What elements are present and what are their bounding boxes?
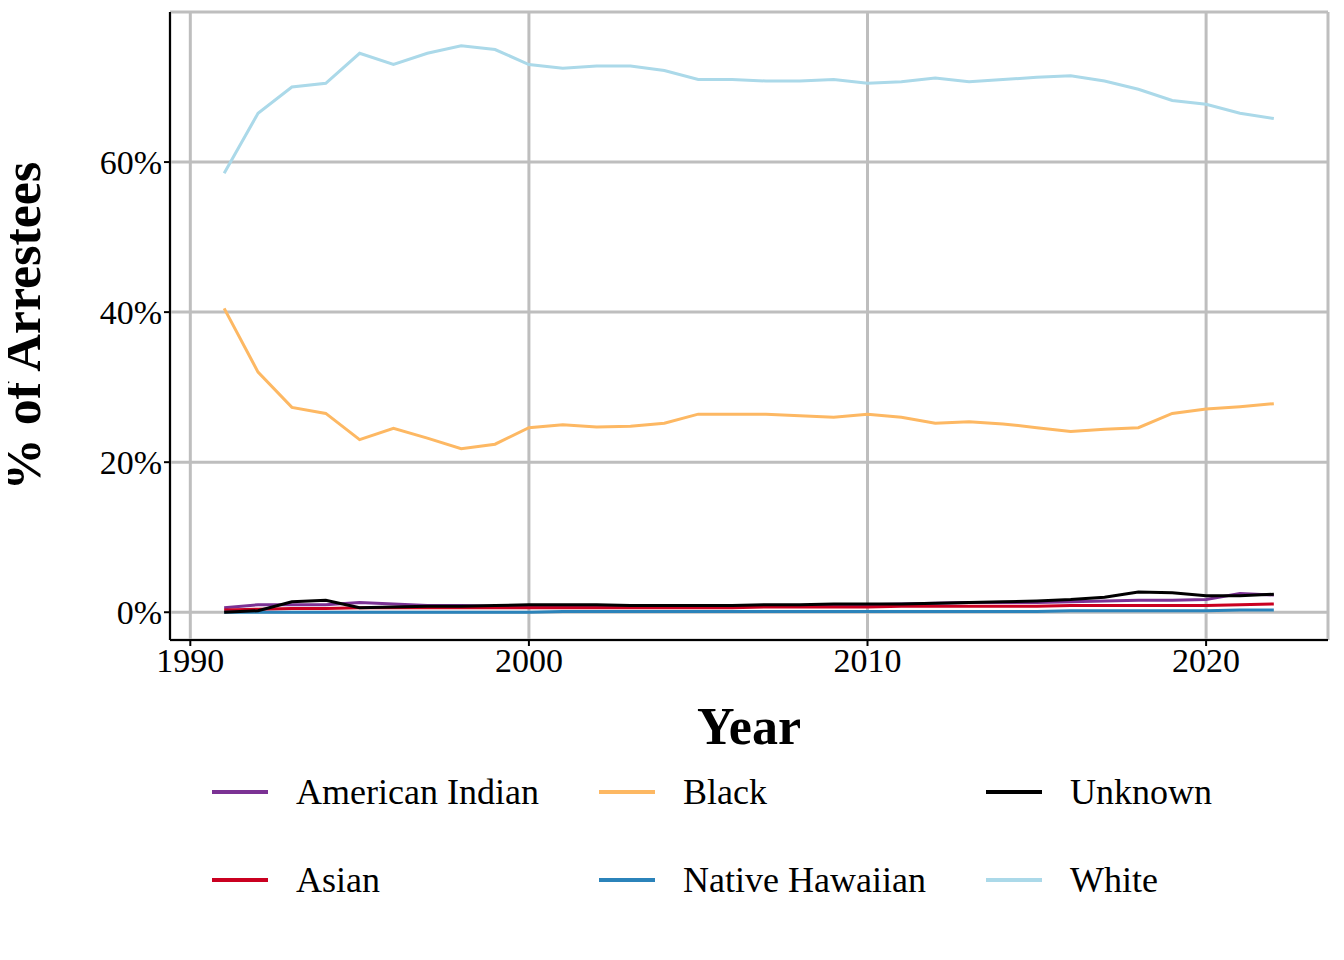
svg-text:2000: 2000 xyxy=(495,642,563,679)
svg-text:1990: 1990 xyxy=(156,642,224,679)
html-text:Native Hawaiian: Native Hawaiian xyxy=(683,860,926,900)
html-text:Asian: Asian xyxy=(296,860,381,900)
svg-text:2010: 2010 xyxy=(834,642,902,679)
svg-text:Year: Year xyxy=(697,698,801,748)
html-text:White: White xyxy=(1069,860,1158,900)
html-text:Black: Black xyxy=(683,772,767,812)
svg-text:40%: 40% xyxy=(100,294,162,331)
svg-text:60%: 60% xyxy=(100,144,162,181)
html-text:Unknown: Unknown xyxy=(1069,772,1212,812)
svg-text:% of Arrestees: % of Arrestees xyxy=(8,162,51,490)
html-text:American Indian: American Indian xyxy=(296,772,539,812)
svg-text:0%: 0% xyxy=(117,594,162,631)
svg-text:20%: 20% xyxy=(100,444,162,481)
svg-text:2020: 2020 xyxy=(1172,642,1240,679)
